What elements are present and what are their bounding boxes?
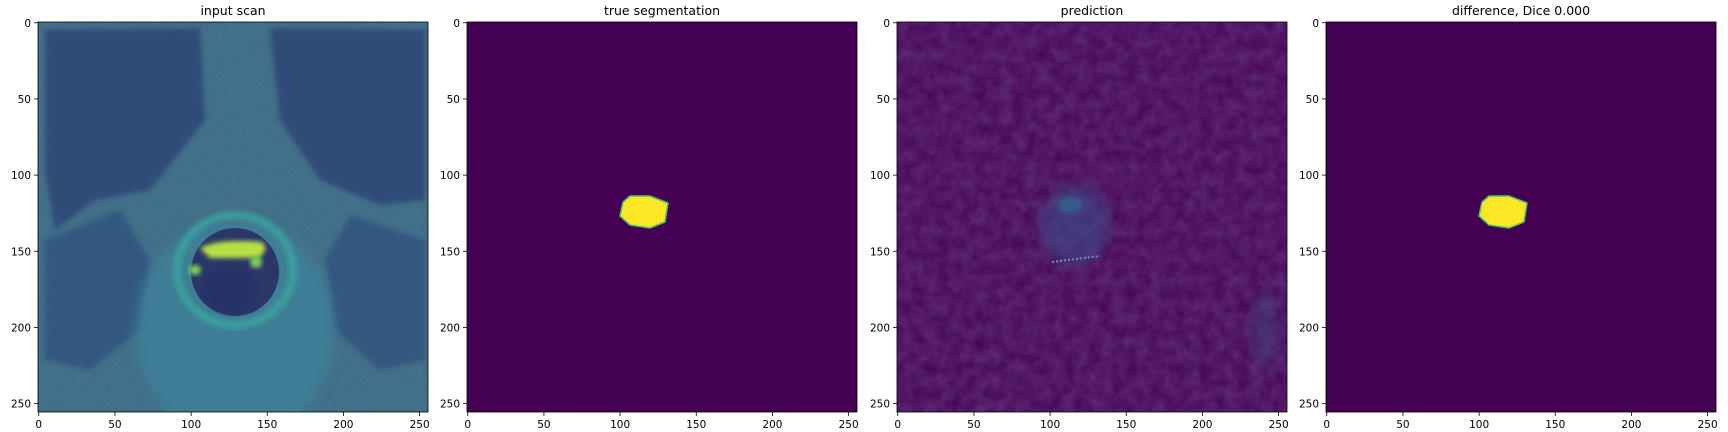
mri-dark-structures [45,210,150,370]
mri-dark-structures [205,267,255,313]
axes-frame [466,21,858,413]
x-tick-label: 250 [410,419,430,431]
x-tick-label: 100 [181,419,201,431]
x-tick-label: 250 [1269,419,1289,431]
y-tick-label: 150 [1299,246,1319,258]
mri-bright-spot [189,265,201,275]
x-tick-label: 100 [1469,419,1489,431]
y-tick-label: 200 [11,322,31,334]
y-tick-label: 150 [11,246,31,258]
x-tick-label: 0 [35,419,42,431]
y-tick-label: 100 [11,170,31,182]
x-tick-label: 150 [686,419,706,431]
mri-bright-spot [200,240,266,258]
x-tick-label: 250 [1698,419,1718,431]
prediction-streak [1051,255,1101,263]
y-tick-label: 0 [1312,18,1319,30]
y-tick-label: 250 [440,399,460,411]
y-tick-label: 150 [440,246,460,258]
mri-prostate-ring [173,211,297,329]
prediction-blob [1058,197,1082,213]
x-tick-label: 200 [762,419,782,431]
x-tick-label: 250 [839,419,859,431]
image-area [897,22,1287,412]
x-tick-label: 50 [537,419,550,431]
axis-ticks: 0 50 100 150 200 250 0 50 100 150 200 250 0 50 100 150 2… [11,18,1718,431]
mri-dark-structures [45,28,205,230]
x-tick-label: 200 [1192,419,1212,431]
y-tick-label: 0 [24,18,31,30]
panel-input-scan: input scan [37,3,429,413]
x-tick-label: 0 [464,419,471,431]
mri-bright-region [135,220,335,412]
panel-difference: difference, Dice 0.000 [1325,3,1717,413]
x-tick-label: 100 [610,419,630,431]
x-tick-label: 0 [1323,419,1330,431]
x-tick-label: 150 [1545,419,1565,431]
y-tick-label: 50 [447,94,460,106]
y-tick-label: 0 [883,18,890,30]
mri-dark-structures [270,28,425,205]
y-tick-label: 100 [440,170,460,182]
panel-true-segmentation: true segmentation [466,3,858,413]
difference-mask [1478,195,1528,229]
mri-bright-spot [250,256,262,268]
x-tick-label: 150 [257,419,277,431]
x-tick-label: 200 [333,419,353,431]
y-tick-label: 200 [440,322,460,334]
segmentation-mask [619,195,669,229]
y-tick-label: 0 [453,18,460,30]
x-tick-label: 150 [1116,419,1136,431]
y-tick-label: 50 [18,94,31,106]
panel-title: prediction [1061,3,1124,18]
y-tick-label: 200 [870,322,890,334]
image-area [38,22,428,412]
y-tick-label: 250 [870,399,890,411]
y-tick-label: 250 [1299,399,1319,411]
x-tick-label: 100 [1040,419,1060,431]
x-tick-label: 200 [1621,419,1641,431]
x-tick-label: 0 [894,419,901,431]
prediction-blob [1251,290,1279,370]
y-tick-label: 100 [870,170,890,182]
x-tick-label: 50 [108,419,121,431]
y-tick-label: 250 [11,399,31,411]
y-tick-label: 200 [1299,322,1319,334]
y-tick-label: 100 [1299,170,1319,182]
y-tick-label: 150 [870,246,890,258]
x-tick-label: 50 [1396,419,1409,431]
panel-title: input scan [200,3,265,18]
axes-frame [1325,21,1717,413]
mri-dark-structures [325,215,425,370]
y-tick-label: 50 [877,94,890,106]
axes-frame [37,21,429,413]
panel-title: true segmentation [604,3,720,18]
panel-prediction: prediction [896,3,1288,413]
prediction-blob [1040,185,1110,265]
x-tick-label: 50 [967,419,980,431]
axes-frame [896,21,1288,413]
panel-title: difference, Dice 0.000 [1452,3,1590,18]
y-tick-label: 50 [1306,94,1319,106]
